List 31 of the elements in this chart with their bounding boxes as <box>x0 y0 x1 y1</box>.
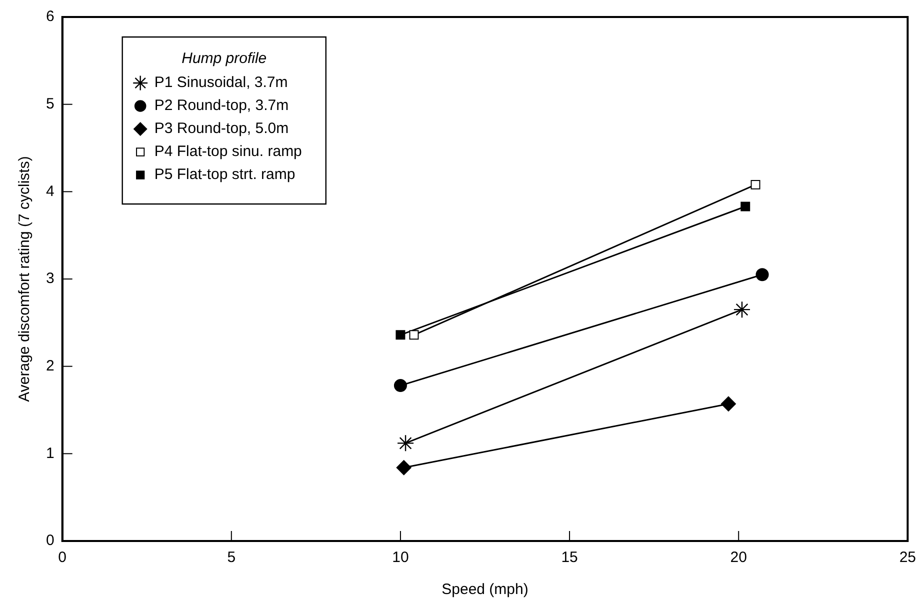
legend-label: P1 Sinusoidal, 3.7m <box>154 74 288 92</box>
legend-label: P3 Round-top, 5.0m <box>154 120 289 138</box>
y-tick-label: 5 <box>46 95 54 112</box>
legend-title: Hump profile <box>182 50 267 68</box>
point <box>409 330 419 340</box>
x-tick-label: 25 <box>899 549 916 566</box>
point <box>750 180 760 190</box>
y-tick-label: 1 <box>46 444 54 462</box>
y-tick-label: 2 <box>46 357 54 374</box>
y-tick-label: 3 <box>46 270 54 288</box>
x-tick-label: 10 <box>392 549 409 566</box>
legend-label: P2 Round-top, 3.7m <box>154 97 289 114</box>
point <box>733 300 751 318</box>
x-axis-title: Speed (mph) <box>442 581 528 598</box>
point <box>740 202 750 212</box>
point <box>720 396 736 412</box>
legend-label: P4 Flat-top sinu. ramp <box>154 143 302 160</box>
point <box>756 268 769 282</box>
point <box>396 460 412 476</box>
y-tick-label: 6 <box>46 8 54 26</box>
x-tick-label: 0 <box>58 549 67 566</box>
x-tick-label: 5 <box>227 549 236 566</box>
legend-label: P5 Flat-top strt. ramp <box>154 166 296 184</box>
y-tick-label: 4 <box>46 182 54 200</box>
x-tick-label: 15 <box>561 549 578 566</box>
x-tick-label: 20 <box>730 549 747 566</box>
point <box>396 434 414 452</box>
y-tick-label: 0 <box>46 532 54 550</box>
point <box>396 330 406 340</box>
y-axis-title: Average discomfort rating (7 cyclists) <box>16 156 34 402</box>
point <box>394 379 407 392</box>
